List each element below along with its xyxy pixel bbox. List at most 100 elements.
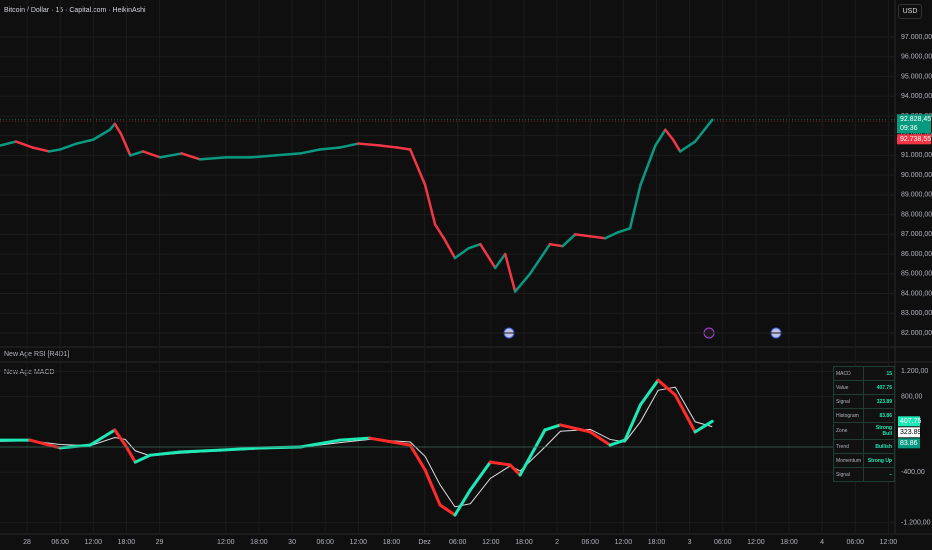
indicator-table: MACD 15 Value 407.75 Signal 323.89 Histogram 83… bbox=[832, 366, 895, 482]
price-segment bbox=[31, 146, 51, 153]
price-segment bbox=[423, 468, 442, 507]
price-segment bbox=[368, 436, 412, 447]
price-segment bbox=[113, 428, 127, 447]
table-cell: Strong Up bbox=[863, 453, 895, 468]
x-tick-label: 30 bbox=[288, 539, 296, 546]
price-segment bbox=[148, 450, 182, 457]
price-segment bbox=[442, 237, 457, 260]
y-tick-label: 89.000,00 bbox=[901, 192, 932, 199]
table-cell: 15 bbox=[863, 366, 895, 381]
price-segment bbox=[467, 242, 482, 250]
x-tick-label: 18:00 bbox=[383, 539, 401, 546]
price-tag bbox=[897, 134, 931, 145]
y-tick-label: 84.000,00 bbox=[901, 290, 932, 297]
x-tick-label: 18:00 bbox=[515, 539, 533, 546]
table-cell: Zone bbox=[832, 422, 865, 440]
price-segment bbox=[628, 183, 642, 230]
table-cell: – bbox=[863, 467, 895, 482]
table-cell: MACD bbox=[832, 366, 865, 381]
price-segment bbox=[357, 142, 382, 147]
price-segment bbox=[158, 152, 183, 159]
price-segment bbox=[561, 233, 577, 248]
price-segment bbox=[338, 436, 372, 442]
x-tick-label: 06:00 bbox=[581, 539, 599, 546]
price-segment bbox=[616, 227, 632, 234]
y-tick-label: -1.200,00 bbox=[901, 519, 931, 526]
x-tick-label: 18:00 bbox=[118, 539, 136, 546]
price-segment bbox=[58, 443, 92, 450]
price-segment bbox=[178, 448, 222, 454]
grid bbox=[0, 0, 895, 534]
x-tick-label: 12:00 bbox=[880, 539, 898, 546]
y-tick-label: 88.000,00 bbox=[901, 211, 932, 218]
price-segment bbox=[588, 430, 612, 447]
x-tick-label: 18:00 bbox=[250, 539, 268, 546]
value-tag-label: 323.89 bbox=[900, 429, 922, 436]
table-row: Zone Strong Bull bbox=[832, 422, 895, 440]
value-tag-label: 83.86 bbox=[900, 440, 918, 447]
table-cell: 83.86 bbox=[863, 408, 895, 423]
price-segment bbox=[180, 152, 202, 161]
y-tick-label: 97.000,00 bbox=[901, 34, 932, 41]
price-segment bbox=[318, 146, 342, 151]
price-segment bbox=[218, 446, 262, 452]
value-tag bbox=[898, 427, 920, 438]
table-row: Momentum Strong Up bbox=[832, 453, 895, 468]
table-cell: Histogram bbox=[832, 408, 865, 423]
price-segment bbox=[129, 150, 145, 157]
y-tick-label: 86.000,00 bbox=[901, 251, 932, 258]
table-row: Trend Bullish bbox=[832, 439, 895, 454]
price-segment bbox=[664, 128, 675, 141]
value-tag-label: 407.75 bbox=[900, 418, 922, 425]
price-segment bbox=[379, 144, 399, 149]
y-tick-label: 96.000,00 bbox=[901, 54, 932, 61]
y-tick-label: 800,00 bbox=[901, 393, 923, 400]
price-segment bbox=[488, 460, 512, 467]
table-cell: Signal bbox=[832, 467, 865, 482]
table-row: MACD 15 bbox=[832, 366, 895, 381]
x-tick-label: 12:00 bbox=[85, 539, 103, 546]
price-segment bbox=[479, 242, 497, 270]
x-tick-label: 28 bbox=[23, 539, 31, 546]
x-tick-label: 06:00 bbox=[51, 539, 69, 546]
price-segment bbox=[453, 488, 472, 517]
table-cell: Momentum bbox=[832, 453, 865, 468]
y-tick-label: 1.200,00 bbox=[901, 368, 928, 375]
currency-button[interactable]: USD bbox=[898, 4, 922, 19]
price-segment bbox=[673, 393, 697, 434]
price-segment bbox=[274, 152, 302, 157]
price-segment bbox=[133, 453, 152, 464]
x-tick-label: 4 bbox=[820, 539, 824, 546]
price-segment bbox=[113, 122, 123, 135]
x-tick-label: 18:00 bbox=[780, 539, 798, 546]
price-segment bbox=[508, 463, 522, 477]
price-segment bbox=[518, 428, 547, 477]
chart-title: Bitcoin / Dollar · 15 · Capital.com · He… bbox=[4, 7, 146, 14]
price-segment bbox=[543, 423, 562, 432]
price-segment bbox=[513, 272, 532, 293]
price-segment bbox=[468, 460, 492, 492]
value-tag bbox=[898, 416, 920, 427]
x-tick-label: 29 bbox=[156, 539, 164, 546]
x-tick-label: 06:00 bbox=[449, 539, 467, 546]
price-segment bbox=[123, 443, 137, 464]
price-tag bbox=[897, 114, 931, 134]
price-segment bbox=[574, 233, 592, 238]
price-segment bbox=[75, 138, 95, 145]
x-tick-label: 06:00 bbox=[316, 539, 334, 546]
price-segment bbox=[623, 403, 642, 442]
price-segment bbox=[408, 443, 427, 472]
y-tick-label: 94.000,00 bbox=[901, 93, 932, 100]
x-tick-label: 06:00 bbox=[714, 539, 732, 546]
y-tick-label: 95.000,00 bbox=[901, 73, 932, 80]
table-cell: Strong Bull bbox=[863, 422, 895, 440]
y-tick-label: 85.000,00 bbox=[901, 271, 932, 278]
x-tick-label: Dez bbox=[418, 539, 431, 546]
price-segment bbox=[693, 419, 714, 434]
price-segment bbox=[494, 252, 507, 270]
price-segment bbox=[693, 118, 714, 143]
price-segment bbox=[608, 438, 627, 447]
x-tick-label: 12:00 bbox=[217, 539, 235, 546]
